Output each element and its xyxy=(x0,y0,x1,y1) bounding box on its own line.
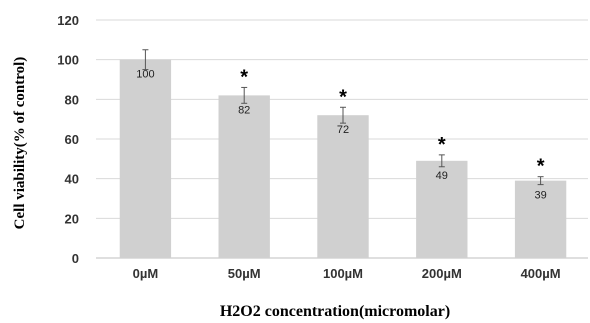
x-axis-title: H2O2 concentration(micromolar) xyxy=(220,303,450,320)
y-axis-title: Cell viability(% of control) xyxy=(12,57,28,230)
y-tick-label: 60 xyxy=(65,132,79,147)
y-tick-label: 100 xyxy=(57,53,79,68)
y-tick-labels: 0 20 40 60 80 100 120 xyxy=(57,13,79,266)
x-tick-labels: 0µM 50µM 100µM 200µM 400µM xyxy=(133,266,561,281)
significance-marker: * xyxy=(240,66,248,88)
y-tick-label: 40 xyxy=(65,172,79,187)
data-label: 82 xyxy=(238,104,250,116)
bar xyxy=(317,115,369,258)
bars: 100 82 * 72 * 49 * 39 * xyxy=(119,49,567,258)
data-label: 39 xyxy=(534,190,546,202)
data-label: 49 xyxy=(436,170,448,182)
y-tick-label: 0 xyxy=(72,251,79,266)
x-tick-label: 0µM xyxy=(133,266,159,281)
significance-marker: * xyxy=(438,134,446,156)
x-tick-label: 400µM xyxy=(521,266,561,281)
y-tick-label: 20 xyxy=(65,211,79,226)
data-label: 72 xyxy=(337,124,349,136)
significance-marker: * xyxy=(339,86,347,108)
bar xyxy=(119,59,172,258)
x-tick-label: 200µM xyxy=(422,266,462,281)
x-tick-label: 100µM xyxy=(323,266,363,281)
y-tick-label: 80 xyxy=(65,92,79,107)
bar xyxy=(416,160,468,258)
y-tick-label: 120 xyxy=(57,13,79,28)
bar xyxy=(218,95,270,258)
x-tick-label: 50µM xyxy=(228,266,261,281)
significance-marker: * xyxy=(537,156,545,178)
data-label: 100 xyxy=(136,69,154,81)
bar xyxy=(514,180,567,258)
